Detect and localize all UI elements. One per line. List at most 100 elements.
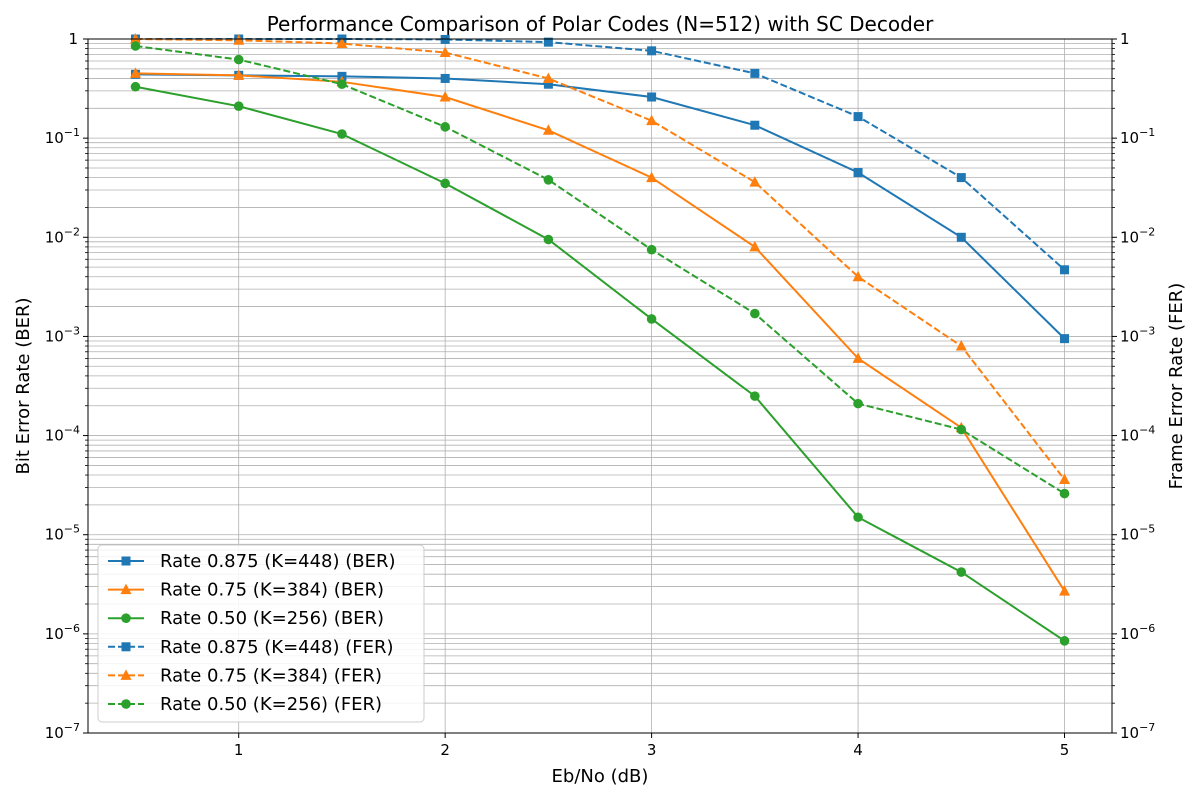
y-tick-label-left: 10−3	[45, 324, 80, 345]
series-rate-0-50-k-256-fer	[130, 41, 1070, 499]
y-tick-label-left: 10−6	[45, 622, 80, 643]
x-tick-label: 3	[647, 741, 657, 759]
y-tick-label-left: 10−2	[45, 225, 80, 246]
y-tick-label-left: 10−5	[45, 523, 80, 544]
legend-marker	[121, 642, 131, 652]
data-point	[749, 240, 761, 252]
data-point	[542, 124, 554, 135]
legend-entry-label: Rate 0.875 (K=448) (BER)	[160, 551, 396, 572]
data-point	[440, 178, 450, 189]
data-point	[646, 244, 657, 255]
data-point	[853, 512, 863, 523]
y-tick-label-right: 10−5	[1120, 523, 1155, 544]
data-point	[852, 352, 864, 363]
data-point	[646, 171, 658, 183]
data-point	[440, 122, 450, 132]
y-axis-label-right: Frame Error Rate (FER)	[1166, 283, 1187, 490]
data-point	[1060, 265, 1070, 275]
data-point	[130, 41, 141, 51]
legend-marker	[121, 556, 131, 566]
y-tick-label-left: 10−1	[45, 126, 80, 147]
series-rate-0-75-k-384-ber	[129, 67, 1071, 596]
series-rate-0-75-k-384-fer	[129, 33, 1071, 485]
legend-marker	[121, 699, 131, 709]
data-point	[233, 54, 244, 65]
ticks: 1 2 3 4 5 10−7 10−7 10−6 10−6 10−5 10−5 10−4 10−4 10−…	[45, 30, 1156, 759]
data-point	[336, 37, 348, 49]
data-point	[543, 79, 553, 89]
legend-marker	[120, 583, 132, 595]
data-point	[853, 398, 863, 409]
legend-marker	[120, 669, 132, 680]
data-point	[646, 314, 657, 324]
x-tick-label: 2	[440, 741, 450, 759]
data-point	[543, 37, 553, 47]
x-axis-label: Eb/No (dB)	[552, 766, 649, 787]
y-axis-label: Bit Error Rate (BER)	[13, 298, 34, 475]
legend-entry-label: Rate 0.875 (K=448) (FER)	[160, 637, 394, 658]
data-point	[956, 173, 966, 183]
data-point	[853, 112, 863, 122]
data-point	[956, 232, 966, 242]
y-tick-label-right: 10−3	[1120, 324, 1155, 345]
y-tick-label-left: 10−7	[45, 721, 80, 742]
data-point	[129, 33, 141, 44]
legend-marker	[121, 613, 131, 623]
data-point	[542, 72, 554, 83]
data-point	[956, 567, 967, 577]
series-line	[135, 45, 1066, 495]
x-tick-label: 5	[1060, 741, 1070, 759]
y-tick-label-right: 10−7	[1120, 721, 1155, 742]
data-point	[1059, 585, 1071, 596]
data-point	[647, 92, 657, 102]
data-point	[1059, 473, 1071, 485]
plot-frame	[87, 38, 1113, 734]
legend-entry-label: Rate 0.50 (K=256) (BER)	[160, 608, 384, 629]
series-line	[135, 72, 1066, 592]
data-point	[956, 424, 967, 435]
data-point	[750, 68, 760, 78]
data-point	[543, 175, 554, 185]
series-layer	[129, 33, 1071, 646]
series-line	[135, 85, 1066, 642]
chart-title: Performance Comparison of Polar Codes (N…	[267, 12, 934, 36]
data-point	[543, 234, 554, 245]
series-rate-0-50-k-256-ber	[130, 81, 1070, 646]
data-point	[440, 73, 450, 83]
data-point	[233, 101, 244, 111]
y-tick-label-right: 10−4	[1120, 424, 1155, 445]
x-tick-label: 4	[853, 741, 863, 759]
data-point	[646, 114, 658, 126]
series-line	[135, 73, 1066, 340]
data-point	[439, 46, 451, 58]
legend-entry-label: Rate 0.50 (K=256) (FER)	[160, 694, 382, 715]
legend-box	[97, 544, 425, 723]
data-point	[853, 168, 863, 178]
data-point	[233, 34, 245, 45]
x-tick-label: 1	[234, 741, 244, 759]
data-point	[337, 79, 347, 90]
data-point	[1059, 636, 1070, 646]
data-point	[955, 340, 967, 351]
legend-entry-label: Rate 0.75 (K=384) (FER)	[160, 665, 382, 686]
y-tick-label-right: 1	[1120, 30, 1130, 48]
y-tick-label-right: 10−6	[1120, 622, 1155, 643]
data-point	[750, 308, 760, 319]
y-tick-label-left: 1	[68, 30, 78, 48]
data-point	[750, 120, 760, 130]
y-tick-label-left: 10−4	[45, 424, 80, 445]
data-point	[750, 391, 760, 401]
y-tick-label-right: 10−1	[1120, 126, 1155, 147]
y-tick-label-right: 10−2	[1120, 225, 1155, 246]
data-point	[749, 176, 761, 187]
data-point	[1060, 334, 1070, 344]
data-point	[129, 67, 141, 78]
data-point	[439, 91, 451, 102]
data-point	[647, 46, 657, 56]
legend: Rate 0.875 (K=448) (BER) Rate 0.75 (K=384…	[97, 544, 425, 723]
data-point	[233, 69, 245, 80]
data-point	[337, 129, 347, 139]
data-point	[130, 81, 141, 92]
data-point	[1059, 488, 1070, 499]
